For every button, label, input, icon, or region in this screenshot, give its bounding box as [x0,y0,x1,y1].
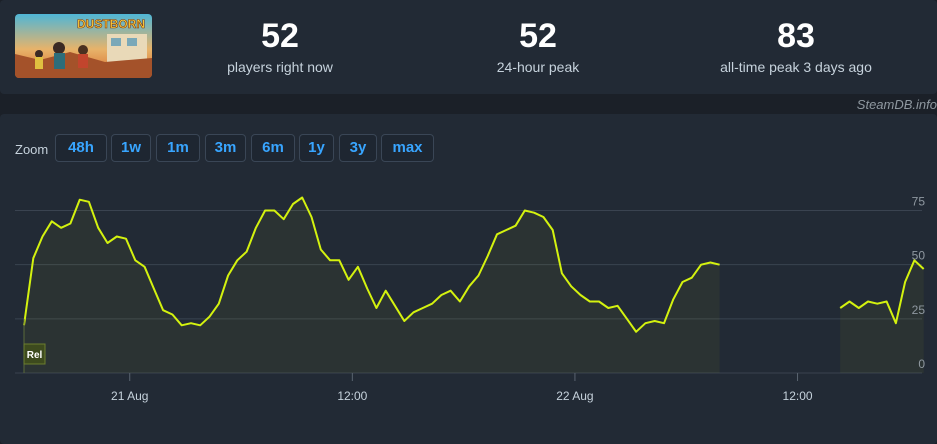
x-tick-label: 22 Aug [556,389,593,403]
release-marker-label: Rel [27,350,43,361]
game-thumbnail-art: DUSTBORN [15,14,152,78]
y-tick-label: 75 [912,195,926,209]
zoom-1m-button[interactable]: 1m [156,134,200,162]
chart-grid [15,210,922,374]
alltime-peak-value: 83 [777,17,815,55]
zoom-max-button[interactable]: max [381,134,434,162]
chart-panel [0,114,937,444]
peak-24h-value: 52 [519,17,557,55]
y-axis-ticks: 0 25 50 75 [912,195,926,372]
series-line-1 [839,259,925,325]
zoom-3y-button[interactable]: 3y [339,134,377,162]
x-tick-label: 21 Aug [111,389,148,403]
game-thumbnail[interactable]: DUSTBORN [15,14,152,78]
x-tick-label: 12:00 [783,389,813,403]
release-marker-box [23,343,46,365]
series-area-0 [24,197,720,373]
peak-24h-label: 24-hour peak [496,59,580,75]
stat-24h-peak: 52 24-hour peak [440,14,636,76]
y-tick-label: 50 [912,249,926,263]
game-logo-text: DUSTBORN [77,17,145,31]
current-players-label: players right now [227,59,333,75]
y-tick-label: 25 [912,303,926,317]
stats-panel: DUSTBORN 52 players right now 52 24-hour… [0,0,937,94]
zoom-3m-button[interactable]: 3m [205,134,246,162]
zoom-6m-button[interactable]: 6m [251,134,295,162]
x-tick-label: 12:00 [337,389,367,403]
zoom-1y-button[interactable]: 1y [299,134,334,162]
stat-alltime-peak: 83 all-time peak 3 days ago [698,14,894,76]
alltime-peak-label: all-time peak 3 days ago [720,59,872,75]
chart-annotations: Rel [23,318,46,373]
current-players-value: 52 [261,17,299,55]
chart-series-lines [23,196,925,333]
series-area-1 [840,260,924,373]
zoom-48h-button[interactable]: 48h [55,134,107,162]
zoom-1w-button[interactable]: 1w [111,134,151,162]
y-tick-label: 0 [918,357,925,371]
steamdb-watermark: SteamDB.info [856,97,937,112]
zoom-label: Zoom [15,142,49,157]
stat-current-players: 52 players right now [182,14,378,76]
series-line-0 [23,196,720,333]
chart-area-fills [24,197,924,373]
